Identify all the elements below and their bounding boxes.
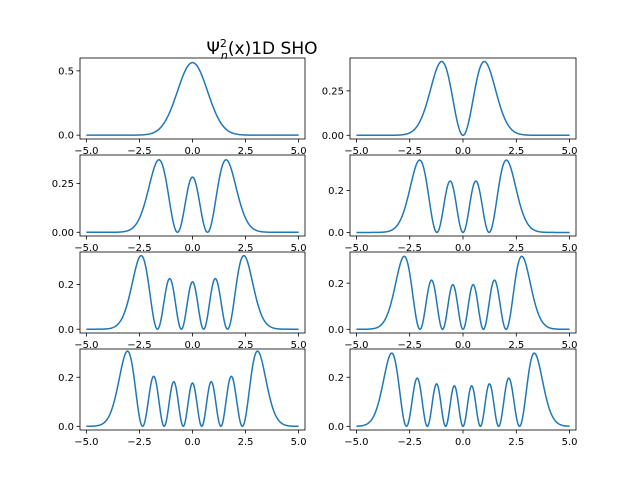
x-tick-label-0-4: 5.0: [291, 146, 307, 157]
y-tick-label-7-0: 0.0: [328, 422, 344, 433]
y-tick-label-3-0: 0.0: [328, 228, 344, 239]
x-tick-label-0-1: −2.5: [127, 146, 151, 157]
x-tick-label-2-4: 5.0: [291, 243, 307, 254]
subplot-7: 0.0 0.2 −5.0 −2.5 0.0 2.5 5.0: [328, 348, 578, 448]
axes-frame-4: [79, 251, 306, 334]
subplot-6: 0.0 0.2 −5.0 −2.5 0.0 2.5 5.0: [58, 348, 307, 448]
x-tick-label-6-4: 5.0: [291, 437, 307, 448]
y-tick-label-4-1: 0.2: [58, 280, 74, 291]
x-tick-label-3-2: 0.0: [455, 243, 471, 254]
title-suffix: (x)1D SHO: [228, 39, 318, 59]
x-tick-label-0-3: 2.5: [238, 146, 254, 157]
x-tick-label-4-3: 2.5: [238, 340, 254, 351]
y-tick-label-2-1: 0.25: [52, 179, 74, 190]
x-tick-label-4-4: 5.0: [291, 340, 307, 351]
subplot-1: 0.00 0.25 −5.0 −2.5 0.0 2.5 5.0: [322, 57, 578, 157]
x-tick-label-5-4: 5.0: [562, 340, 578, 351]
x-tick-label-0-0: −5.0: [74, 146, 98, 157]
x-tick-label-1-1: −2.5: [398, 146, 422, 157]
x-tick-label-5-0: −5.0: [344, 340, 368, 351]
series-line-n6: [86, 350, 299, 428]
x-tick-label-7-0: −5.0: [344, 437, 368, 448]
subplot-5: 0.0 0.2 −5.0 −2.5 0.0 2.5 5.0: [328, 251, 578, 351]
axes-frame-1: [349, 57, 577, 140]
series-line-n1: [356, 60, 570, 137]
x-tick-label-7-2: 0.0: [455, 437, 471, 448]
x-tick-label-2-0: −5.0: [74, 243, 98, 254]
y-tick-label-6-1: 0.2: [58, 373, 74, 384]
x-tick-label-6-0: −5.0: [74, 437, 98, 448]
series-line-n2: [86, 159, 299, 234]
axes-frame-7: [349, 348, 577, 431]
x-tick-label-5-2: 0.0: [455, 340, 471, 351]
x-tick-label-6-3: 2.5: [238, 437, 254, 448]
series-line-n3: [356, 159, 570, 234]
x-tick-label-5-1: −2.5: [398, 340, 422, 351]
chart-title: Ψ2 n(x)1D SHO: [207, 37, 318, 62]
x-tick-label-0-2: 0.0: [185, 146, 201, 157]
series-line-n0: [86, 61, 299, 136]
axes-frame-6: [79, 348, 306, 431]
series-line-n4: [86, 254, 299, 331]
x-tick-label-3-3: 2.5: [508, 243, 524, 254]
x-tick-label-1-3: 2.5: [508, 146, 524, 157]
x-tick-label-7-4: 5.0: [562, 437, 578, 448]
axes-frame-2: [79, 154, 306, 237]
x-tick-label-4-1: −2.5: [127, 340, 151, 351]
x-tick-label-1-0: −5.0: [344, 146, 368, 157]
series-line-n5: [356, 255, 570, 331]
x-tick-label-4-0: −5.0: [74, 340, 98, 351]
y-tick-label-4-0: 0.0: [58, 325, 74, 336]
y-tick-label-1-1: 0.25: [322, 86, 344, 97]
x-tick-label-2-3: 2.5: [238, 243, 254, 254]
subplot-2: 0.00 0.25 −5.0 −2.5 0.0 2.5 5.0: [52, 154, 307, 254]
x-tick-label-6-1: −2.5: [127, 437, 151, 448]
x-tick-label-1-4: 5.0: [562, 146, 578, 157]
x-tick-label-2-1: −2.5: [127, 243, 151, 254]
axes-frame-0: [79, 57, 306, 140]
x-tick-label-3-0: −5.0: [344, 243, 368, 254]
x-tick-label-4-2: 0.0: [185, 340, 201, 351]
x-tick-label-7-1: −2.5: [398, 437, 422, 448]
axes-frame-3: [349, 154, 577, 237]
y-tick-label-5-0: 0.0: [328, 325, 344, 336]
y-tick-label-0-1: 0.5: [58, 66, 74, 77]
x-tick-label-1-2: 0.0: [455, 146, 471, 157]
title-sup: 2: [220, 37, 227, 50]
x-tick-label-6-2: 0.0: [185, 437, 201, 448]
series-line-n7: [356, 352, 570, 428]
title-sub: n: [221, 49, 228, 62]
y-tick-label-1-0: 0.00: [322, 131, 344, 142]
x-tick-label-3-1: −2.5: [398, 243, 422, 254]
x-tick-label-3-4: 5.0: [562, 243, 578, 254]
y-tick-label-6-0: 0.0: [58, 422, 74, 433]
x-tick-label-5-3: 2.5: [508, 340, 524, 351]
subplot-4: 0.0 0.2 −5.0 −2.5 0.0 2.5 5.0: [58, 251, 307, 351]
subplot-0: 0.0 0.5 −5.0 −2.5 0.0 2.5 5.0: [58, 57, 307, 157]
subplot-grid: 0.00.5−5.0 −2.5 0.0 2.5 5.00.000.25−5.0 −2.5 0…: [52, 57, 578, 448]
y-tick-label-2-0: 0.00: [52, 228, 74, 239]
y-tick-label-3-1: 0.2: [328, 186, 344, 197]
subplot-3: 0.0 0.2 −5.0 −2.5 0.0 2.5 5.0: [328, 154, 578, 254]
x-tick-label-2-2: 0.0: [185, 243, 201, 254]
title-psi: Ψ: [207, 39, 220, 59]
x-tick-label-7-3: 2.5: [508, 437, 524, 448]
y-tick-label-5-1: 0.2: [328, 279, 344, 290]
y-tick-label-7-1: 0.2: [328, 373, 344, 384]
y-tick-label-0-0: 0.0: [58, 131, 74, 142]
